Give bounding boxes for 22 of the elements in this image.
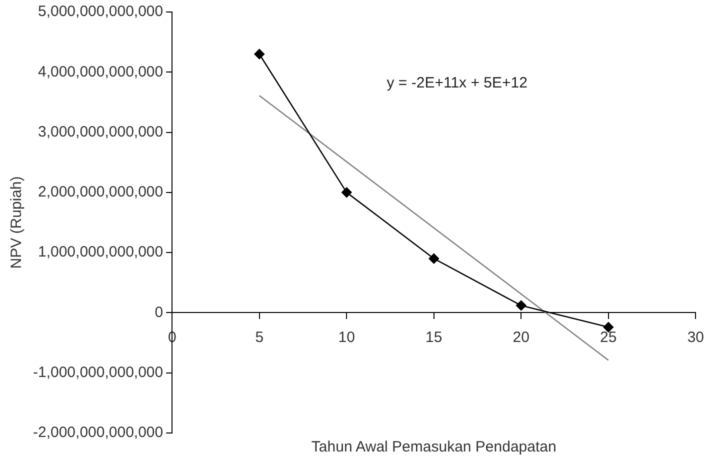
x-tick-label: 25 — [600, 328, 617, 346]
y-axis-title: NPV (Rupiah) — [8, 176, 26, 269]
x-tick-label: 10 — [338, 328, 355, 346]
point — [341, 187, 352, 198]
y-tick-label: 2,000,000,000,000 — [38, 184, 164, 201]
point — [428, 253, 440, 264]
x-tick-label: 30 — [687, 328, 704, 346]
y-tick-label: -1,000,000,000,000 — [32, 364, 164, 381]
y-tick-label: 0 — [154, 304, 164, 321]
y-tick-label: -2,000,000,000,000 — [32, 424, 164, 442]
y-tick-label: 1,000,000,000,000 — [38, 244, 164, 261]
point — [603, 322, 614, 332]
y-tick-label: 4,000,000,000,000 — [38, 63, 164, 80]
x-tick-label: 15 — [426, 328, 442, 346]
x-tick-label: 20 — [512, 328, 530, 346]
x-tick-label: 5 — [255, 328, 264, 346]
point — [516, 300, 526, 311]
y-tick-label: 3,000,000,000,000 — [38, 123, 164, 140]
x-axis-title: Tahun Awal Pemasukan Pendapatan — [311, 438, 556, 456]
point — [254, 48, 265, 60]
y-tick-label: 5,000,000,000,000 — [38, 3, 164, 20]
annotation: y = -2E+11x + 5E+12 — [386, 74, 528, 92]
